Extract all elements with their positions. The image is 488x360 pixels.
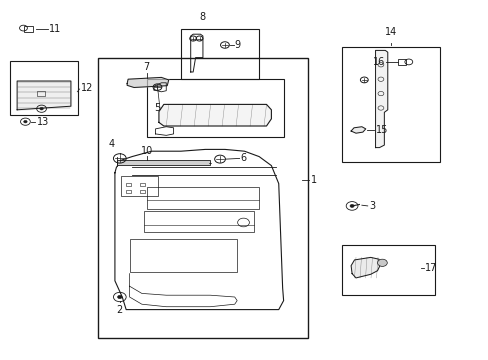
Polygon shape <box>159 104 271 126</box>
Polygon shape <box>17 81 71 110</box>
Polygon shape <box>375 50 387 148</box>
Text: 9: 9 <box>234 40 241 50</box>
Text: 4: 4 <box>108 139 114 149</box>
Text: 16: 16 <box>372 57 385 67</box>
Bar <box>10 61 78 115</box>
Text: 17: 17 <box>425 263 437 273</box>
Text: 1: 1 <box>310 175 316 185</box>
Bar <box>397 59 405 65</box>
Bar <box>140 190 144 193</box>
Bar <box>146 187 259 209</box>
Bar <box>342 245 434 295</box>
Circle shape <box>23 120 27 123</box>
Text: 8: 8 <box>200 12 205 22</box>
Bar <box>117 160 210 165</box>
Text: 2: 2 <box>117 305 122 315</box>
Text: 10: 10 <box>140 145 153 156</box>
Text: 14: 14 <box>384 27 397 37</box>
Bar <box>181 29 259 79</box>
Text: 11: 11 <box>49 24 61 34</box>
Polygon shape <box>127 77 168 87</box>
Bar <box>126 183 131 186</box>
Bar <box>37 91 45 96</box>
Text: 3: 3 <box>368 201 375 211</box>
Text: 15: 15 <box>375 125 387 135</box>
Bar <box>144 211 254 232</box>
Bar <box>24 26 33 32</box>
Polygon shape <box>350 257 380 278</box>
Text: 6: 6 <box>240 153 246 163</box>
Text: 12: 12 <box>81 83 93 93</box>
Polygon shape <box>350 127 365 133</box>
Circle shape <box>349 204 353 207</box>
Circle shape <box>117 295 122 299</box>
Circle shape <box>377 259 386 266</box>
Text: 13: 13 <box>37 117 49 127</box>
Bar <box>342 47 439 162</box>
Bar <box>98 58 307 338</box>
Text: 5: 5 <box>154 103 160 113</box>
Bar <box>146 79 283 137</box>
Bar <box>129 239 237 272</box>
Bar <box>126 190 131 193</box>
Bar <box>140 183 144 186</box>
Circle shape <box>40 108 43 110</box>
Text: 7: 7 <box>143 62 149 72</box>
Bar <box>121 176 158 196</box>
